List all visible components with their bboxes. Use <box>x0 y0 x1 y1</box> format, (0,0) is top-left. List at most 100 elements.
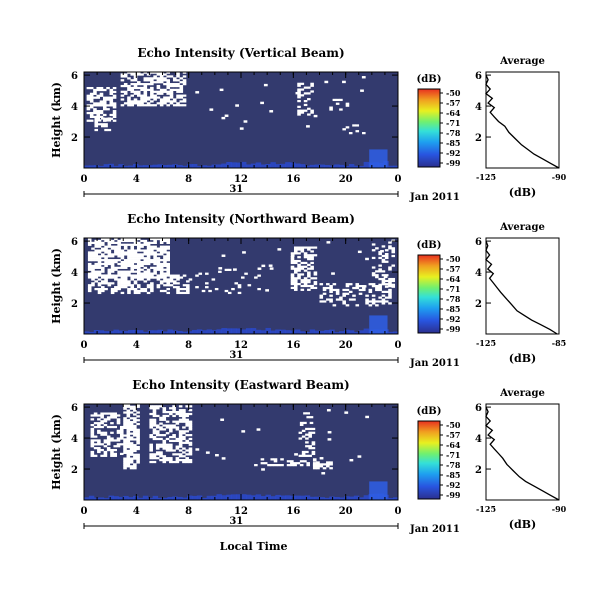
echo-cell <box>319 497 325 500</box>
missing-data-cell <box>117 243 121 246</box>
missing-data-cell <box>313 254 318 257</box>
echo-cell <box>265 163 271 168</box>
missing-data-cell <box>365 302 369 305</box>
missing-data-cell <box>162 447 167 450</box>
missing-data-cell <box>136 100 141 103</box>
echo-cell <box>84 165 90 168</box>
missing-data-cell <box>381 270 386 273</box>
missing-data-cell <box>119 433 124 436</box>
missing-data-cell <box>103 420 108 423</box>
missing-data-cell <box>140 102 144 105</box>
missing-data-cell <box>117 253 121 256</box>
missing-data-cell <box>159 245 164 248</box>
missing-data-cell <box>224 268 229 272</box>
missing-data-cell <box>107 241 112 244</box>
missing-data-cell <box>342 292 346 295</box>
colorbar-tick-label: -64 <box>446 440 461 450</box>
missing-data-cell <box>126 442 131 445</box>
missing-data-cell <box>140 278 144 281</box>
missing-data-cell <box>99 88 104 92</box>
missing-data-cell <box>97 274 102 277</box>
missing-data-cell <box>119 429 124 432</box>
missing-data-cell <box>188 422 193 425</box>
missing-data-cell <box>100 412 104 415</box>
missing-data-cell <box>133 241 138 244</box>
missing-data-cell <box>120 270 125 273</box>
missing-data-cell <box>120 239 125 243</box>
missing-data-cell <box>166 247 170 250</box>
missing-data-cell <box>175 422 180 425</box>
missing-data-cell <box>127 260 131 264</box>
missing-data-cell <box>97 259 102 262</box>
missing-data-cell <box>388 283 392 286</box>
missing-data-cell <box>297 113 301 116</box>
missing-data-cell <box>153 262 157 266</box>
missing-data-cell <box>182 455 186 458</box>
missing-data-cell <box>172 280 177 283</box>
missing-data-cell <box>133 98 138 101</box>
missing-data-cell <box>293 246 298 249</box>
missing-data-cell <box>136 289 141 293</box>
echo-cell <box>236 162 242 168</box>
missing-data-cell <box>127 243 131 246</box>
missing-data-cell <box>112 102 117 105</box>
missing-data-cell <box>179 84 184 88</box>
missing-data-cell <box>156 90 161 93</box>
missing-data-cell <box>127 272 131 275</box>
missing-data-cell <box>127 86 131 90</box>
missing-data-cell <box>97 443 101 446</box>
missing-data-cell <box>126 457 131 460</box>
missing-data-cell <box>297 259 301 263</box>
missing-data-cell <box>307 248 311 251</box>
missing-data-cell <box>179 77 184 80</box>
missing-data-cell <box>133 407 137 410</box>
missing-data-cell <box>87 274 92 277</box>
missing-data-cell <box>352 294 356 297</box>
missing-data-cell <box>86 106 91 109</box>
missing-data-cell <box>305 445 309 448</box>
echo-cell <box>241 494 247 500</box>
missing-data-cell <box>169 460 173 464</box>
missing-data-cell <box>329 294 333 297</box>
missing-data-cell <box>107 243 112 246</box>
missing-data-cell <box>166 100 170 103</box>
missing-data-cell <box>381 258 386 261</box>
missing-data-cell <box>150 81 154 84</box>
missing-data-cell <box>312 462 317 465</box>
missing-data-cell <box>107 282 112 285</box>
missing-data-cell <box>123 259 128 262</box>
missing-data-cell <box>178 405 183 408</box>
missing-data-cell <box>375 274 379 277</box>
echo-cell <box>358 497 365 500</box>
missing-data-cell <box>91 259 95 262</box>
missing-data-cell <box>110 414 114 417</box>
echo-cell <box>113 329 119 334</box>
missing-data-cell <box>86 94 91 97</box>
missing-data-cell <box>110 452 114 456</box>
missing-data-cell <box>166 245 170 248</box>
missing-data-cell <box>308 427 312 431</box>
missing-data-cell <box>101 270 105 273</box>
missing-data-cell <box>156 286 161 289</box>
missing-data-cell <box>86 98 91 101</box>
missing-data-cell <box>106 418 111 421</box>
missing-data-cell <box>106 96 110 99</box>
missing-data-cell <box>110 274 115 277</box>
missing-data-cell <box>375 304 379 307</box>
missing-data-cell <box>188 437 193 441</box>
echo-cell <box>84 497 90 500</box>
missing-data-cell <box>140 276 144 279</box>
missing-data-cell <box>313 281 318 284</box>
missing-data-cell <box>169 102 174 105</box>
echo-cell <box>187 331 193 334</box>
missing-data-cell <box>114 251 118 254</box>
missing-data-cell <box>172 276 177 279</box>
missing-data-cell <box>388 302 392 305</box>
missing-data-cell <box>97 243 102 246</box>
missing-data-cell <box>114 287 118 291</box>
missing-data-cell <box>352 298 356 301</box>
missing-data-cell <box>176 84 180 88</box>
missing-data-cell <box>391 251 396 254</box>
echo-cell <box>348 164 355 168</box>
missing-data-cell <box>94 266 99 269</box>
